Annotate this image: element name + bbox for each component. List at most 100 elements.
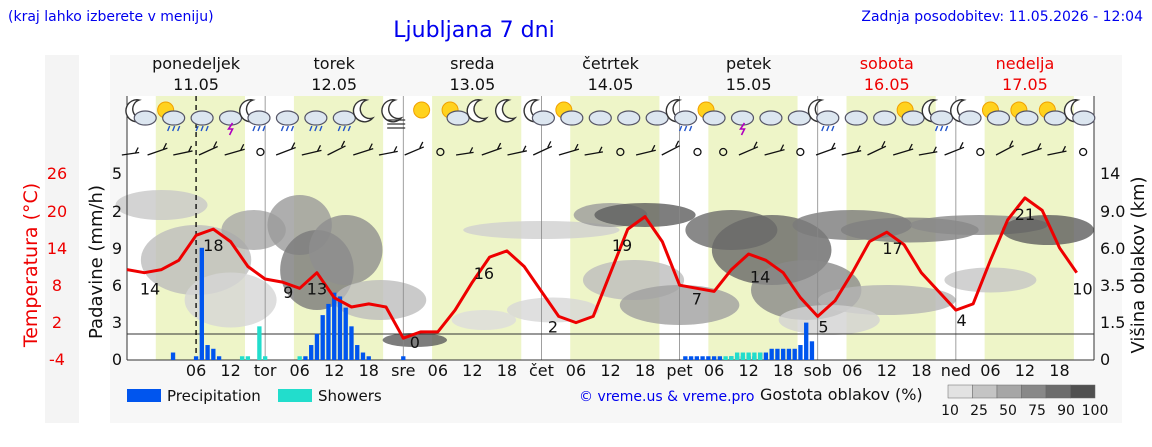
precipitation-bar xyxy=(717,356,723,360)
showers-bar xyxy=(262,356,268,360)
grid-lines xyxy=(126,96,1095,361)
precipitation-bar xyxy=(798,345,803,360)
wind-barb xyxy=(944,142,965,156)
temperature-tick-label: 26 xyxy=(47,164,67,183)
moon-icon xyxy=(352,99,375,123)
cloud-shape xyxy=(531,110,555,126)
showers-bar xyxy=(752,352,757,360)
x-tick-label: 12 xyxy=(220,361,240,380)
last-updated: Zadnja posodobitev: 11.05.2026 - 12:04 xyxy=(861,9,1143,25)
day-labels: ponedeljek 11.05 torek 12.05 sreda 13.05 četrt… xyxy=(152,54,1054,94)
moon-shape xyxy=(466,99,489,123)
cloud-density-step-label: 100 xyxy=(1082,403,1109,419)
precipitation-bar xyxy=(781,348,786,360)
x-tick-label: 18 xyxy=(635,361,655,380)
cloud-density-step-label: 10 xyxy=(941,403,959,419)
wind-barb xyxy=(532,141,553,156)
wind-barb xyxy=(147,142,168,156)
legend: Precipitation Showers © vreme.us & vreme… xyxy=(127,384,1109,419)
precipitation-bar xyxy=(199,247,204,360)
cloud-lightning-icon xyxy=(218,110,243,136)
sun-cloud-icon xyxy=(981,101,1011,126)
wind-barb xyxy=(635,144,656,156)
temperature-value-label: 10 xyxy=(1072,280,1092,299)
temperature-value-label: 2 xyxy=(548,317,558,336)
wind-barb xyxy=(404,141,425,156)
cloud-shape xyxy=(190,110,214,126)
wind-calm-circle xyxy=(693,147,702,157)
wind-barb xyxy=(481,142,502,156)
x-tick-label: 12 xyxy=(738,361,758,380)
temperature-value-label: 18 xyxy=(203,236,223,255)
showers-bar xyxy=(740,352,746,360)
temperature-axis-title: Temperatura (°C) xyxy=(20,183,42,348)
temperature-value-label: 21 xyxy=(1015,205,1035,224)
day-name-label: sobota xyxy=(860,54,914,73)
lightning-bolt xyxy=(227,122,234,136)
cloud-density-swatch xyxy=(996,384,1022,399)
precipitation-bar xyxy=(211,348,216,360)
temperature-line-group xyxy=(126,196,1078,340)
precipitation-bar xyxy=(688,356,694,360)
precipitation-bar xyxy=(337,296,343,360)
cloud-density-step-label: 75 xyxy=(1028,403,1046,419)
precip-tick-label: 5 xyxy=(112,164,122,183)
precip-tick-label: 2 xyxy=(112,202,122,221)
moon-cloud-icon xyxy=(523,99,555,126)
precipitation-bar xyxy=(309,345,314,360)
x-tick-label: ned xyxy=(941,361,971,380)
wind-barb xyxy=(867,140,887,156)
precipitation-bar xyxy=(706,356,711,360)
x-tick-label: 18 xyxy=(911,361,931,380)
sun-cloud-icon xyxy=(697,101,726,126)
cloud-shape xyxy=(218,110,243,126)
cloud-density-swatch xyxy=(1045,384,1071,399)
showers-bar xyxy=(245,356,251,360)
cloud-height-tick-label: 9.0 xyxy=(1100,202,1125,221)
moon-cloud-rain-icon xyxy=(807,99,840,132)
credit-link[interactable]: © vreme.us & vreme.pro xyxy=(579,389,754,405)
moon-cloud-rain-icon xyxy=(921,99,954,132)
temperature-tick-label: 8 xyxy=(52,276,62,295)
cloud-shape xyxy=(247,110,271,126)
precipitation-bar xyxy=(349,326,354,360)
day-name-label: četrtek xyxy=(582,54,640,73)
wind-calm-circle xyxy=(1078,147,1088,157)
temperature-tick-label: 20 xyxy=(47,202,67,221)
precip-tick-label: 9 xyxy=(112,239,122,258)
precipitation-bar xyxy=(694,356,699,360)
sun-shape xyxy=(413,101,431,119)
cloud-lightning-icon xyxy=(730,110,755,136)
temperature-tick-label: 2 xyxy=(52,313,62,332)
fog-moon-icon xyxy=(381,99,406,129)
wind-calm-circle xyxy=(976,147,985,157)
day-date-label: 17.05 xyxy=(1002,75,1048,94)
showers-bar xyxy=(729,356,734,360)
rain-drops xyxy=(195,125,209,132)
cloud-cover-blob xyxy=(1001,215,1094,245)
cloud-cover-blob xyxy=(308,215,383,285)
wind-barb xyxy=(173,145,193,156)
day-name-label: nedelja xyxy=(996,54,1055,73)
precipitation-bar xyxy=(193,356,199,360)
temperature-value-label: 16 xyxy=(474,264,494,283)
temperature-value-label: 5 xyxy=(818,317,828,336)
cloud-rain-icon xyxy=(332,110,356,132)
temperature-value-label: 9 xyxy=(283,283,293,302)
cloud-shape xyxy=(1043,110,1067,126)
x-tick-label: 06 xyxy=(289,361,309,380)
wind-barb xyxy=(738,141,759,156)
precipitation-bar xyxy=(401,356,406,360)
precip-tick-label: 0 xyxy=(112,350,122,369)
left-axes: Temperatura (°C) Padavine (mm/h)26201482-… xyxy=(20,164,122,369)
region-hint-link[interactable]: (kraj lahko izberete v meniju) xyxy=(8,9,214,25)
precip-tick-label: 3 xyxy=(112,313,122,332)
temperature-line xyxy=(126,196,1078,340)
cloud-shape xyxy=(645,110,669,126)
cloud-shape xyxy=(1015,110,1039,126)
day-name-label: petek xyxy=(726,54,772,73)
cloud-rain-icon xyxy=(190,110,214,132)
wind-barb xyxy=(558,143,580,156)
wind-barbs-row xyxy=(121,140,1088,157)
